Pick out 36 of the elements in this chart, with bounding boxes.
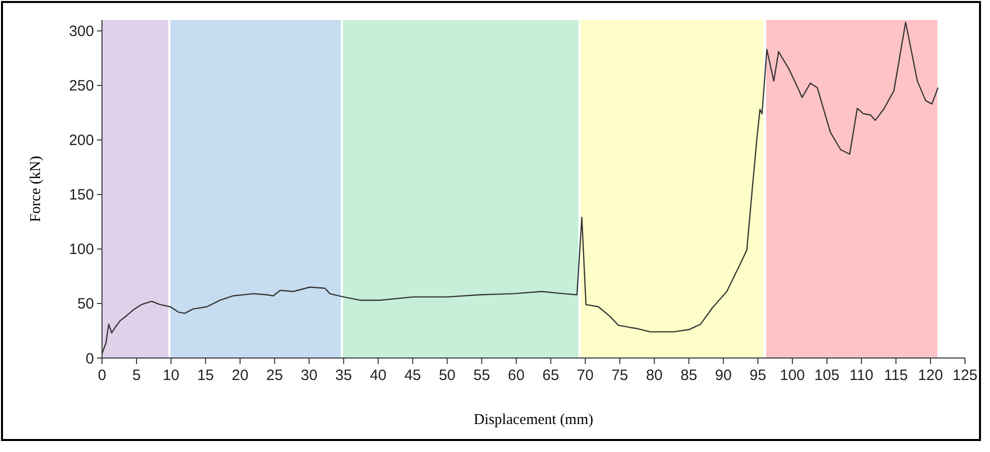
x-tick-label: 125 (952, 367, 978, 384)
x-tick-label: 25 (266, 367, 283, 384)
x-tick-label: 35 (335, 367, 352, 384)
y-tick-label: 100 (68, 241, 94, 258)
x-tick-label: 95 (750, 367, 766, 384)
x-tick-label: 110 (849, 367, 874, 384)
x-tick-label: 105 (814, 367, 840, 384)
x-tick-label: 50 (438, 367, 456, 384)
x-tick-label: 0 (98, 367, 106, 384)
x-tick-label: 115 (884, 367, 908, 384)
x-tick-label: 10 (162, 367, 180, 384)
x-tick-label: 80 (646, 367, 663, 384)
y-tick-label: 150 (68, 186, 94, 204)
x-tick-label: 70 (576, 367, 594, 384)
x-tick-label: 30 (300, 367, 318, 384)
y-tick-label: 300 (68, 23, 94, 40)
x-tick-label: 85 (680, 367, 698, 384)
x-tick-label: 20 (232, 367, 248, 384)
x-tick-label: 45 (404, 367, 422, 384)
x-tick-label: 90 (715, 367, 732, 384)
x-tick-label: 15 (197, 367, 214, 384)
y-tick-label: 0 (86, 350, 94, 368)
x-tick-label: 75 (611, 367, 628, 384)
x-tick-label: 65 (542, 367, 560, 384)
x-tick-label: 100 (780, 367, 805, 384)
x-tick-label: 120 (918, 367, 943, 384)
x-tick-label: 40 (370, 367, 387, 384)
x-tick-label: 5 (132, 367, 141, 384)
x-axis-title: Displacement (mm) (474, 412, 594, 428)
y-tick-label: 50 (77, 296, 94, 313)
line-series (101, 22, 939, 354)
y-tick-label: 200 (68, 132, 94, 150)
x-tick-label: 55 (473, 367, 490, 384)
y-tick-label: 250 (68, 78, 94, 95)
x-tick-label: 60 (508, 367, 525, 384)
y-axis-title: Force (kN) (28, 156, 44, 222)
